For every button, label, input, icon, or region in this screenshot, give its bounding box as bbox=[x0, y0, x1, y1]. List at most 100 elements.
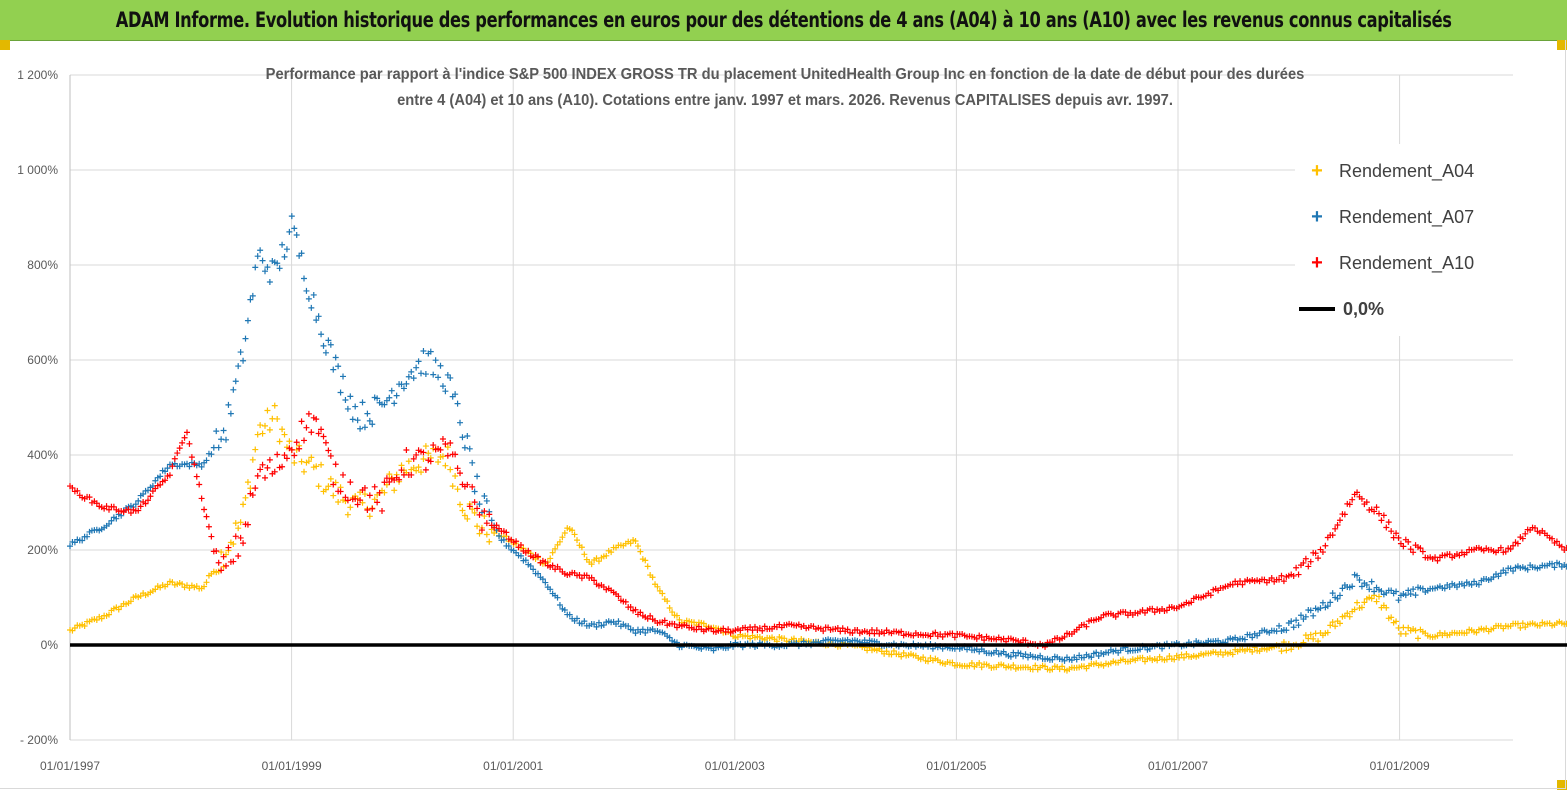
data-point bbox=[266, 278, 273, 285]
legend-item-a07: + Rendement_A07 bbox=[1295, 194, 1515, 240]
data-point bbox=[215, 444, 222, 451]
data-point bbox=[461, 444, 468, 451]
data-point bbox=[671, 621, 678, 628]
data-point bbox=[1283, 647, 1290, 654]
data-point bbox=[106, 520, 113, 527]
data-point bbox=[442, 388, 449, 395]
data-point bbox=[1549, 535, 1556, 542]
data-point bbox=[247, 296, 254, 303]
legend-item-zero: 0,0% bbox=[1295, 286, 1515, 332]
data-point bbox=[1351, 606, 1358, 613]
data-point bbox=[447, 440, 454, 447]
data-point bbox=[1463, 549, 1470, 556]
data-point bbox=[751, 623, 758, 630]
data-point bbox=[147, 493, 154, 500]
data-point bbox=[1354, 599, 1361, 606]
data-point bbox=[230, 540, 237, 547]
data-point bbox=[332, 461, 339, 468]
data-point bbox=[1356, 577, 1363, 584]
data-point bbox=[1276, 622, 1283, 629]
data-point bbox=[201, 583, 208, 590]
data-point bbox=[1558, 543, 1565, 550]
data-point bbox=[574, 615, 581, 622]
data-point bbox=[890, 647, 897, 654]
data-point bbox=[301, 468, 308, 475]
legend-label-a07: Rendement_A07 bbox=[1339, 206, 1475, 227]
data-point bbox=[547, 586, 554, 593]
data-point bbox=[1368, 595, 1375, 602]
data-point bbox=[1497, 544, 1504, 551]
data-point bbox=[396, 476, 403, 483]
data-point bbox=[264, 464, 271, 471]
data-point bbox=[932, 629, 939, 636]
data-point bbox=[344, 497, 351, 504]
data-point bbox=[481, 508, 488, 515]
data-point bbox=[1207, 592, 1214, 599]
data-point bbox=[481, 492, 488, 499]
data-point bbox=[1441, 585, 1448, 592]
data-point bbox=[232, 533, 239, 540]
data-point bbox=[1290, 624, 1297, 631]
data-point bbox=[320, 342, 327, 349]
data-point bbox=[113, 515, 120, 522]
data-point bbox=[308, 454, 315, 461]
x-tick-label: 01/01/1999 bbox=[262, 759, 322, 773]
data-point bbox=[176, 445, 183, 452]
data-point bbox=[242, 335, 249, 342]
data-point bbox=[403, 380, 410, 387]
y-tick-label: 600% bbox=[27, 353, 58, 367]
data-point bbox=[1346, 501, 1353, 508]
data-point bbox=[559, 534, 566, 541]
data-point bbox=[1407, 590, 1414, 597]
data-point bbox=[286, 228, 293, 235]
data-point bbox=[244, 479, 251, 486]
data-point bbox=[249, 456, 256, 463]
data-point bbox=[542, 579, 549, 586]
data-point bbox=[1490, 574, 1497, 581]
data-point bbox=[1295, 622, 1302, 629]
data-point bbox=[1393, 618, 1400, 625]
data-point bbox=[262, 268, 269, 275]
data-point bbox=[1268, 574, 1275, 581]
data-point bbox=[422, 443, 429, 450]
data-point bbox=[720, 625, 727, 632]
data-point bbox=[291, 459, 298, 466]
data-point bbox=[266, 456, 273, 463]
data-point bbox=[637, 548, 644, 555]
data-point bbox=[330, 492, 337, 499]
data-point bbox=[469, 459, 476, 466]
data-point bbox=[276, 265, 283, 272]
data-point bbox=[1332, 623, 1339, 630]
data-point bbox=[174, 450, 181, 457]
data-point bbox=[274, 415, 281, 422]
data-point bbox=[1446, 551, 1453, 558]
data-point bbox=[193, 473, 200, 480]
data-point bbox=[1288, 618, 1295, 625]
data-point bbox=[230, 386, 237, 393]
data-point bbox=[466, 503, 473, 510]
data-point bbox=[81, 623, 88, 630]
data-point bbox=[420, 347, 427, 354]
data-point bbox=[301, 437, 308, 444]
data-point bbox=[145, 497, 152, 504]
data-point bbox=[286, 438, 293, 445]
data-point bbox=[330, 366, 337, 373]
data-point bbox=[79, 537, 86, 544]
data-point bbox=[549, 562, 556, 569]
data-point bbox=[591, 577, 598, 584]
data-point bbox=[1293, 617, 1300, 624]
data-point bbox=[164, 465, 171, 472]
data-point bbox=[1324, 629, 1331, 636]
data-point bbox=[525, 547, 532, 554]
data-point bbox=[142, 500, 149, 507]
data-point bbox=[93, 500, 100, 507]
y-tick-label: 800% bbox=[27, 258, 58, 272]
legend-item-a10: + Rendement_A10 bbox=[1295, 240, 1515, 286]
data-point bbox=[459, 434, 466, 441]
data-point bbox=[347, 504, 354, 511]
data-point bbox=[347, 479, 354, 486]
data-point bbox=[1371, 508, 1378, 515]
data-point bbox=[254, 431, 261, 438]
data-point bbox=[249, 492, 256, 499]
data-point bbox=[379, 507, 386, 514]
